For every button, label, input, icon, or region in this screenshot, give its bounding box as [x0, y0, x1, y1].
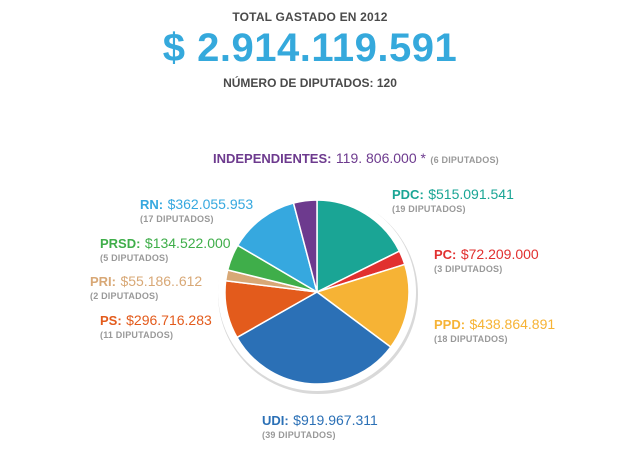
label-pdc-note: (19 DIPUTADOS): [392, 204, 466, 214]
label-pri-note: (2 DIPUTADOS): [90, 291, 159, 301]
label-ppd-value: $438.864.891: [469, 316, 556, 332]
label-pri-value: $55.186..612: [120, 273, 203, 289]
label-rn: RN: $362.055.953 (17 DIPUTADOS): [140, 196, 253, 225]
deputies-count: NÚMERO DE DIPUTADOS: 120: [223, 76, 397, 90]
label-udi: UDI: $919.967.311 (39 DIPUTADOS): [262, 412, 378, 441]
label-rn-name: RN:: [140, 197, 164, 212]
label-pc-value: $72.209.000: [460, 246, 539, 262]
label-prsd: PRSD: $134.522.000 (5 DIPUTADOS): [100, 235, 231, 264]
label-pc-note: (3 DIPUTADOS): [434, 264, 503, 274]
chart-subtitle: TOTAL GASTADO EN 2012: [232, 10, 388, 24]
label-prsd-note: (5 DIPUTADOS): [100, 253, 169, 263]
label-pdc: PDC: $515.091.541 (19 DIPUTADOS): [392, 186, 514, 215]
label-ppd-name: PPD:: [434, 317, 466, 332]
label-independientes-note: (6 DIPUTADOS): [430, 155, 499, 165]
label-prsd-value: $134.522.000: [144, 235, 231, 251]
pie-slice-rn: [236, 202, 319, 294]
label-ps-value: $296.716.283: [126, 312, 212, 328]
label-pri-name: PRI:: [90, 274, 116, 289]
label-ps-name: PS:: [100, 313, 122, 328]
label-prsd-name: PRSD:: [100, 236, 141, 251]
label-udi-name: UDI:: [262, 413, 289, 428]
label-ps-note: (11 DIPUTADOS): [100, 330, 174, 340]
label-rn-note: (17 DIPUTADOS): [140, 214, 214, 224]
label-pdc-name: PDC:: [392, 187, 424, 202]
label-independientes-name: INDEPENDIENTES:: [213, 151, 332, 166]
pie-slice-udi: [235, 291, 392, 385]
label-udi-value: $919.967.311: [293, 412, 378, 428]
label-rn-value: $362.055.953: [167, 196, 254, 212]
total-amount: $ 2.914.119.591: [162, 26, 458, 70]
label-ppd-note: (18 DIPUTADOS): [434, 334, 508, 344]
label-pdc-value: $515.091.541: [428, 186, 514, 202]
label-udi-note: (39 DIPUTADOS): [262, 430, 336, 440]
label-pc: PC: $72.209.000 (3 DIPUTADOS): [434, 246, 539, 275]
label-ps: PS: $296.716.283 (11 DIPUTADOS): [100, 312, 212, 341]
pie-slice-ppd: [315, 263, 410, 349]
label-independientes-value: 119. 806.000 *: [335, 150, 426, 166]
label-independientes: INDEPENDIENTES: 119. 806.000 * (6 DIPUTA…: [213, 150, 499, 168]
label-pc-name: PC:: [434, 247, 457, 262]
pie-slice-pdc: [316, 199, 401, 294]
pie-slice-independientes: [292, 199, 318, 293]
label-pri: PRI: $55.186..612 (2 DIPUTADOS): [90, 273, 202, 302]
label-ppd: PPD: $438.864.891 (18 DIPUTADOS): [434, 316, 555, 345]
